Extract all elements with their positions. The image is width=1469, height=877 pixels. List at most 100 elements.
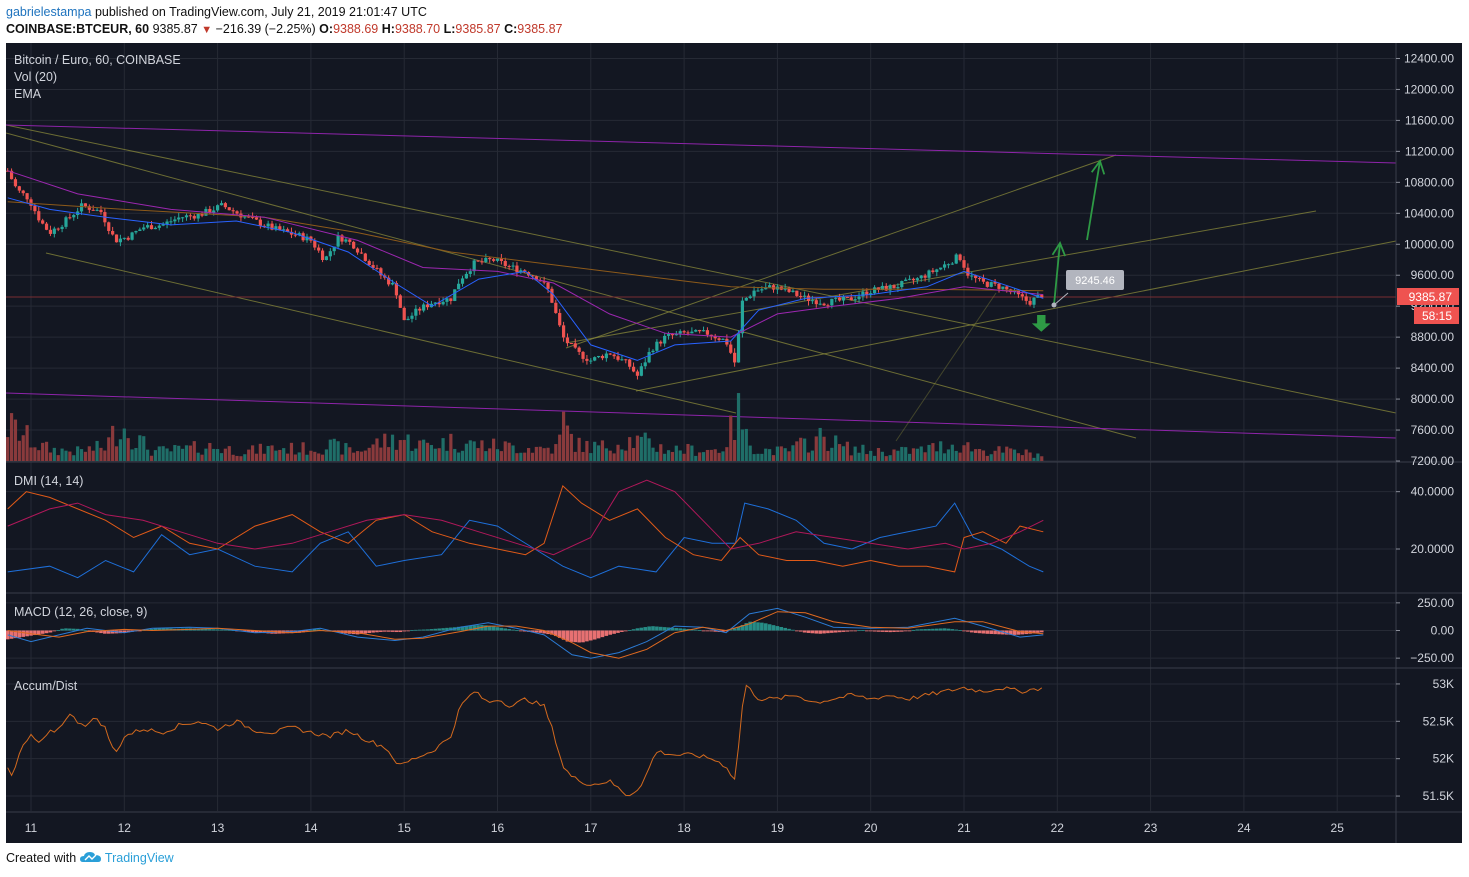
candle-body: [989, 282, 993, 287]
volume-bar: [402, 439, 406, 461]
pane-title-main: Bitcoin / Euro, 60, COINBASE: [14, 53, 181, 67]
volume-bar: [577, 437, 581, 461]
volume-bar: [52, 447, 56, 461]
volume-bar: [834, 435, 838, 461]
candle-body: [872, 287, 877, 294]
volume-bar: [872, 455, 877, 461]
volume-bar: [425, 442, 430, 461]
pane-title-dmi: DMI (14, 14): [14, 474, 83, 488]
candle-body: [954, 254, 958, 264]
macd-histogram-bar: [530, 630, 535, 633]
y-tick-label: 52.5K: [1423, 714, 1454, 728]
volume-bar: [729, 415, 733, 461]
candle-body: [305, 236, 309, 241]
macd-histogram-bar: [305, 630, 309, 632]
y-tick-label: 250.00: [1417, 596, 1454, 610]
signal-line: [7, 611, 1044, 659]
price-pane[interactable]: [6, 168, 1044, 461]
macd-histogram-bar: [806, 630, 811, 633]
candle-body: [289, 231, 294, 235]
candle-body: [445, 298, 449, 302]
candle-body: [966, 267, 970, 276]
y-tick-label: 7200.00: [1411, 454, 1455, 468]
candle-body: [884, 285, 888, 291]
macd-histogram-bar: [71, 628, 76, 631]
volume-bar: [114, 446, 119, 461]
y-tick-label: 10800.00: [1404, 175, 1454, 189]
volume-bar: [616, 444, 620, 461]
volume-bar: [169, 451, 173, 461]
volume-bar: [756, 453, 760, 461]
volume-bar: [33, 447, 37, 461]
volume-bar: [138, 435, 142, 461]
low-value: 9385.87: [455, 22, 501, 36]
candle-body: [942, 264, 947, 268]
volume-bar: [511, 445, 515, 461]
volume-bar: [72, 455, 76, 461]
macd-histogram-bar: [725, 630, 729, 632]
volume-bar: [911, 448, 916, 461]
last-price: 9385.87: [152, 22, 198, 36]
candle-body: [600, 355, 605, 359]
candle-body: [581, 351, 585, 359]
macd-histogram-bar: [670, 627, 675, 631]
macd-histogram-bar: [604, 630, 609, 636]
author-link[interactable]: gabrielestampa: [6, 5, 92, 19]
macd-histogram-bar: [989, 630, 994, 634]
candle-body: [258, 219, 262, 226]
candle-body: [495, 258, 500, 261]
volume-bar: [604, 448, 608, 461]
accum-dist-pane[interactable]: [7, 684, 1043, 797]
macd-histogram-bar: [837, 630, 842, 633]
candle-body: [44, 223, 49, 230]
high-label: H:: [381, 22, 395, 36]
candle-body: [107, 222, 111, 231]
macd-pane[interactable]: [6, 607, 1044, 659]
candle-body: [845, 296, 849, 298]
macd-histogram-bar: [254, 630, 259, 633]
tradingview-link[interactable]: TradingView: [104, 851, 174, 865]
volume-bar: [181, 448, 185, 461]
volume-bar: [822, 436, 826, 461]
macd-histogram-bar: [211, 629, 216, 631]
candle-body: [282, 229, 286, 231]
volume-bar: [806, 452, 811, 461]
volume-bar: [317, 453, 321, 461]
candle-body: [212, 210, 216, 213]
volume-bar: [507, 442, 511, 461]
volume-bar: [122, 428, 126, 461]
candle-body: [297, 233, 301, 236]
volume-bar: [313, 451, 317, 461]
accum-dist-line: [7, 684, 1043, 797]
candle-body: [6, 170, 10, 172]
macd-histogram-bar: [464, 625, 469, 631]
y-tick-label: 11200.00: [1405, 144, 1454, 158]
dmi-pane[interactable]: [7, 479, 1044, 579]
candle-body: [278, 226, 282, 231]
candle-body: [317, 247, 321, 251]
volume-bar: [942, 453, 947, 461]
chart-canvas[interactable]: 9245.46 11 12 13 14 15 16 17 18 19 20 21 22 23 24 25 12…: [6, 43, 1462, 843]
macd-histogram-bar: [993, 630, 997, 635]
volume-bar: [285, 453, 290, 461]
volume-bar: [355, 451, 360, 461]
candle-body: [499, 258, 503, 261]
macd-histogram-bar: [950, 629, 955, 631]
candle-body: [468, 271, 472, 274]
volume-bar: [896, 450, 900, 461]
volume-bar: [721, 451, 725, 461]
candle-body: [861, 291, 865, 297]
macd-histogram-bar: [83, 630, 88, 632]
candle-body: [247, 216, 251, 218]
x-tick-label: 14: [304, 821, 318, 835]
candle-body: [118, 238, 123, 243]
volume-bar: [589, 453, 593, 461]
macd-histogram-bar: [1012, 630, 1017, 635]
candle-body: [21, 190, 25, 194]
volume-bar: [433, 448, 437, 461]
volume-bar: [188, 445, 192, 461]
candle-body: [569, 343, 573, 345]
candle-body: [1032, 297, 1036, 305]
trendline: [895, 292, 997, 442]
macd-histogram-bar: [736, 626, 741, 631]
